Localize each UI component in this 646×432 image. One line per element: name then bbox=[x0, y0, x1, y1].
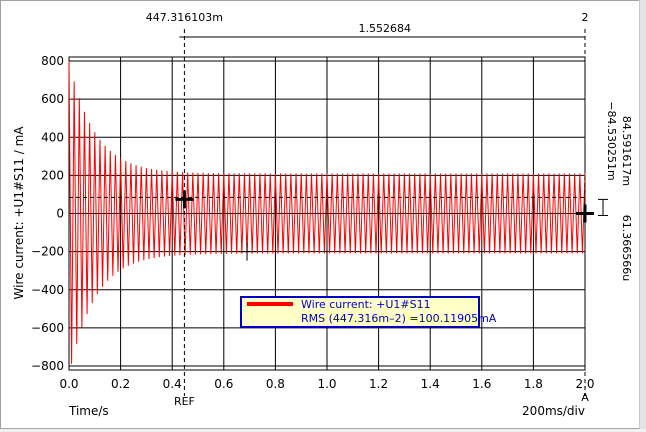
x-tick-label-1: 0.2 bbox=[111, 377, 130, 391]
window-edge bbox=[639, 0, 646, 429]
y-axis-label: Wire current: +U1#S11 / mA bbox=[12, 126, 26, 300]
ref-cursor-label: REF bbox=[174, 395, 195, 408]
waveform-series-wire-current bbox=[68, 60, 586, 364]
x-tick-label-3: 0.6 bbox=[214, 377, 233, 391]
x-axis-label: Time/s bbox=[68, 404, 109, 418]
y-tick-label-7: −600 bbox=[31, 321, 64, 335]
legend-box bbox=[240, 296, 480, 328]
waveform-line bbox=[68, 60, 586, 364]
legend-series-label: Wire current: +U1#S11 bbox=[301, 298, 431, 311]
x-tick-label-4: 0.8 bbox=[266, 377, 285, 391]
delta-x-label: 1.552684 bbox=[358, 22, 411, 35]
legend: Wire current: +U1#S11 RMS (447.316m–2) =… bbox=[240, 296, 497, 328]
x-tick-label-9: 1.8 bbox=[524, 377, 543, 391]
x-tick-label-7: 1.4 bbox=[421, 377, 440, 391]
x-tick-label-10: 2.0 bbox=[575, 377, 594, 391]
delta-y-label: 84.591617m bbox=[620, 116, 633, 186]
tick-labels: 0.0 0.2 0.4 0.6 0.8 1.0 1.2 1.4 1.6 1.8 2.0 800 600 4… bbox=[31, 54, 595, 391]
ref-x-label: 447.316103m bbox=[146, 11, 223, 24]
y-tick-label-3: 200 bbox=[41, 168, 64, 182]
x-tick-label-5: 1.0 bbox=[317, 377, 336, 391]
y-tick-label-2: 400 bbox=[41, 130, 64, 144]
y-tick-label-4: 0 bbox=[56, 207, 64, 221]
x-tick-label-2: 0.4 bbox=[163, 377, 182, 391]
legend-rms-label: RMS (447.316m–2) =100.11905mA bbox=[301, 312, 497, 325]
time-per-div-label: 200ms/div bbox=[522, 404, 585, 418]
x-tick-label-8: 1.6 bbox=[472, 377, 491, 391]
a-cursor-label: A bbox=[581, 391, 589, 404]
a-y-label: 61.366566u bbox=[620, 215, 633, 281]
y-tick-label-1: 600 bbox=[41, 92, 64, 106]
a-x-label: 2 bbox=[582, 11, 589, 24]
ref-y-label: −84.530251m bbox=[605, 101, 618, 180]
y-tick-label-6: −400 bbox=[31, 283, 64, 297]
y-tick-label-5: −200 bbox=[31, 245, 64, 259]
y-tick-label-0: 800 bbox=[41, 54, 64, 68]
x-tick-label-0: 0.0 bbox=[59, 377, 78, 391]
x-tick-label-6: 1.2 bbox=[369, 377, 388, 391]
y-tick-label-8: −800 bbox=[31, 359, 64, 373]
measurement-cursors: 447.316103m 2 1.552684 REF A −84.530251m 84.59… bbox=[69, 11, 633, 408]
